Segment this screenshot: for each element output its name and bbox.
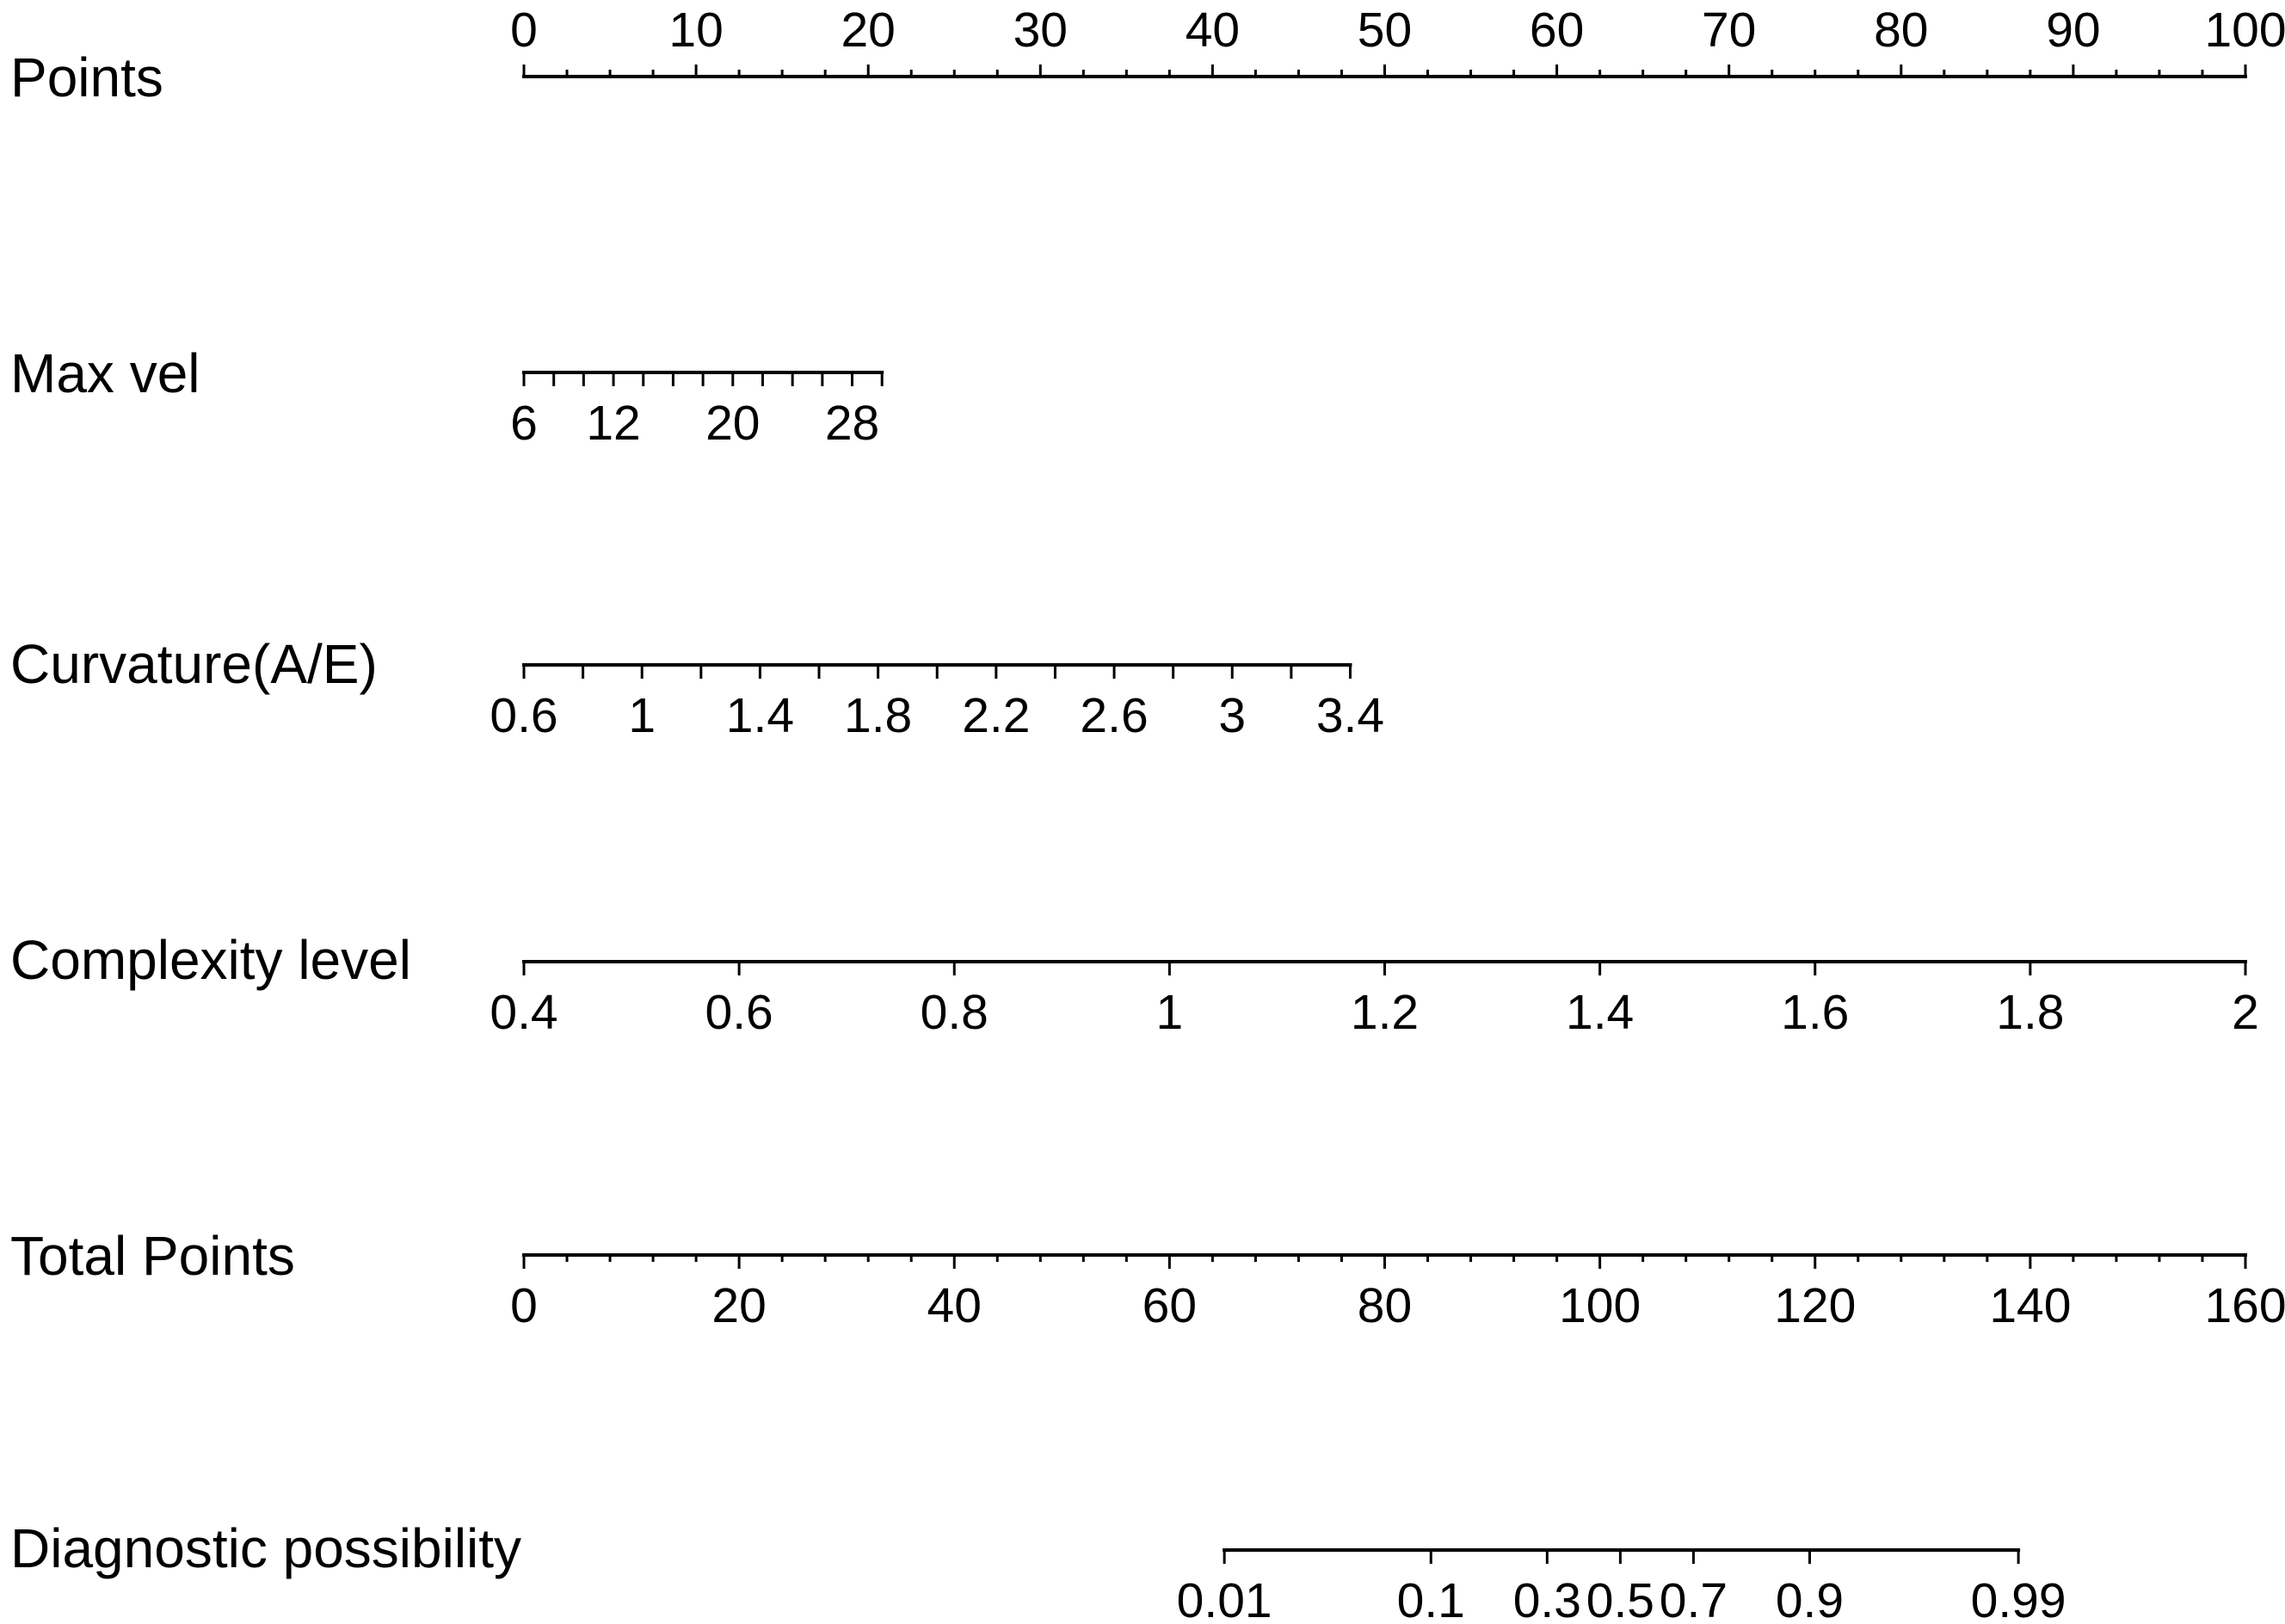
tick-label: 70 (1702, 3, 1756, 58)
row-label-points: Points (10, 46, 163, 108)
tick-label: 0.6 (490, 688, 557, 743)
tick-label: 12 (586, 396, 640, 451)
tick-label: 0.3 (1513, 1573, 1581, 1624)
tick-label: 0.6 (705, 985, 773, 1040)
tick-label: 20 (711, 1278, 766, 1333)
tick-label: 160 (2204, 1278, 2285, 1333)
tick-label: 1.6 (1781, 985, 1849, 1040)
tick-label: 20 (705, 396, 760, 451)
tick-label: 10 (668, 3, 723, 58)
tick-label: 100 (2204, 3, 2285, 58)
tick-label: 140 (1989, 1278, 2071, 1333)
tick-label: 1.8 (844, 688, 912, 743)
tick-label: 60 (1530, 3, 1584, 58)
row-label-diagnostic-possibility: Diagnostic possibility (10, 1517, 522, 1579)
tick-label: 0.99 (1971, 1573, 2066, 1624)
axis-max-vel: 6 12 20 28 (510, 371, 884, 451)
tick-label: 0.5 (1586, 1573, 1654, 1624)
tick-label: 1.4 (726, 688, 794, 743)
row-label-max-vel: Max vel (10, 342, 200, 404)
tick-label: 0.1 (1397, 1573, 1465, 1624)
tick-label: 80 (1874, 3, 1928, 58)
tick-label: 2.2 (962, 688, 1030, 743)
tick-label: 28 (825, 396, 879, 451)
tick-label: 1.4 (1566, 985, 1634, 1040)
tick-label: 40 (1186, 3, 1240, 58)
tick-label: 2.6 (1080, 688, 1148, 743)
tick-label: 100 (1559, 1278, 1641, 1333)
tick-label: 0 (510, 1278, 538, 1333)
tick-label: 1 (1156, 985, 1184, 1040)
tick-label: 0.01 (1177, 1573, 1272, 1624)
tick-label: 1.8 (1996, 985, 2064, 1040)
tick-label: 120 (1774, 1278, 1856, 1333)
tick-label: 50 (1358, 3, 1412, 58)
row-label-total-points: Total Points (10, 1225, 295, 1287)
tick-label: 90 (2046, 3, 2100, 58)
axis-complexity-level: 0.4 0.6 0.8 1 1.2 1.4 1.6 1.8 2 (490, 960, 2259, 1040)
tick-label: 3.4 (1316, 688, 1384, 743)
tick-label: 60 (1142, 1278, 1197, 1333)
tick-label: 0 (510, 3, 538, 58)
tick-label: 1 (628, 688, 656, 743)
row-label-complexity-level: Complexity level (10, 929, 411, 991)
row-label-curvature: Curvature(A/E) (10, 633, 378, 695)
tick-label: 0.8 (921, 985, 989, 1040)
axis-curvature: 0.6 1 1.4 1.8 2.2 2.6 3 3.4 (490, 663, 1384, 743)
tick-label: 6 (510, 396, 538, 451)
tick-label: 30 (1013, 3, 1068, 58)
axis-points: 0 10 20 30 40 50 60 70 80 90 100 (510, 3, 2285, 78)
tick-label: 20 (841, 3, 895, 58)
axis-diagnostic-possibility: 0.01 0.1 0.3 0.5 0.7 0.9 0.99 (1177, 1548, 2066, 1624)
tick-label: 80 (1358, 1278, 1412, 1333)
tick-label: 3 (1218, 688, 1246, 743)
tick-label: 40 (927, 1278, 982, 1333)
tick-label: 0.9 (1776, 1573, 1844, 1624)
tick-label: 0.4 (490, 985, 557, 1040)
tick-label: 2 (2232, 985, 2259, 1040)
tick-label: 0.7 (1660, 1573, 1728, 1624)
tick-label: 1.2 (1351, 985, 1419, 1040)
axis-total-points: 0 20 40 60 80 100 120 140 160 (510, 1253, 2285, 1333)
